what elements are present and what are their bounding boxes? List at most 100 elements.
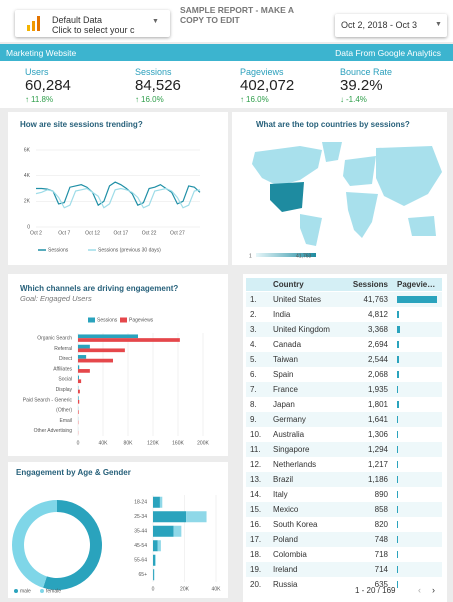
table-row[interactable]: 9. Germany 1,641 [246, 412, 442, 427]
scorecard-label: Pageviews [240, 67, 284, 77]
bar [78, 358, 113, 363]
sessions: 718 [374, 550, 388, 559]
table-row[interactable]: 4. Canada 2,694 [246, 337, 442, 352]
legend-label: male [20, 588, 31, 594]
pageviews-bar [397, 521, 398, 528]
sessions: 1,641 [367, 415, 388, 424]
bar [78, 396, 79, 400]
bar [78, 334, 138, 339]
table-row[interactable]: 18. Colombia 718 [246, 547, 442, 562]
pageviews-bar [397, 581, 398, 588]
category-label: Display [56, 387, 73, 393]
legend-swatch [40, 589, 44, 593]
table-row[interactable]: 11. Singapore 1,294 [246, 442, 442, 457]
prev-page[interactable]: ‹ [418, 585, 421, 595]
bar [78, 348, 125, 353]
x-tick-label: Oct 17 [113, 230, 128, 236]
country: India [273, 310, 291, 319]
table-row[interactable]: 12. Netherlands 1,217 [246, 457, 442, 472]
rank: 9. [250, 415, 257, 424]
table-row[interactable]: 10. Australia 1,306 [246, 427, 442, 442]
banner: Marketing Website Data From Google Analy… [0, 44, 453, 61]
y-tick-label: 0 [27, 224, 30, 230]
chart-title: How are site sessions trending? [20, 120, 143, 129]
scorecard-change: -1.4% [340, 95, 367, 104]
category-label: Other Advertising [34, 428, 73, 434]
x-tick-label: Oct 22 [142, 230, 157, 236]
table-row[interactable]: 8. Japan 1,801 [246, 397, 442, 412]
rank: 18. [250, 550, 262, 559]
date-range-picker[interactable]: Oct 2, 2018 - Oct 3 ▼ [335, 14, 447, 37]
table-row[interactable]: 2. India 4,812 [246, 307, 442, 322]
country: Australia [273, 430, 305, 439]
table-row[interactable]: 1. United States 41,763 [246, 292, 442, 307]
bar [78, 375, 79, 380]
bar [153, 496, 160, 508]
table-row[interactable]: 17. Poland 748 [246, 532, 442, 547]
category-label: Social [58, 377, 72, 383]
line-series [36, 181, 201, 207]
pageviews-bar [397, 551, 398, 558]
country: Netherlands [273, 460, 317, 469]
category-label: Email [59, 418, 72, 424]
x-tick-label: Oct 12 [85, 230, 100, 236]
bar [153, 525, 174, 537]
scorecard-change: 16.0% [240, 95, 269, 104]
sessions: 714 [374, 565, 388, 574]
column-header[interactable]: Country [273, 280, 304, 289]
table-row[interactable]: 14. Italy 890 [246, 487, 442, 502]
y-tick-label: 4K [24, 173, 31, 179]
scorecard-value: 402,072 [240, 77, 295, 94]
category-label: (Other) [56, 408, 72, 414]
table-row[interactable]: 20. Russia 635 [246, 577, 442, 592]
rank: 20. [250, 580, 262, 589]
sessions: 1,935 [367, 385, 388, 394]
sessions: 890 [374, 490, 388, 499]
next-page[interactable]: › [432, 585, 435, 595]
country: France [273, 385, 298, 394]
rank: 12. [250, 460, 262, 469]
bar [78, 365, 80, 370]
x-tick-label: 120K [147, 440, 159, 446]
category-label: 35-44 [134, 529, 147, 535]
pageviews-bar [397, 461, 399, 468]
table-row[interactable]: 16. South Korea 820 [246, 517, 442, 532]
rank: 11. [250, 445, 261, 454]
scorecard-value: 84,526 [135, 77, 181, 94]
sessions: 41,763 [363, 295, 388, 304]
table-row[interactable]: 6. Spain 2,068 [246, 367, 442, 382]
banner-right: Data From Google Analytics [335, 48, 441, 58]
rank: 3. [250, 325, 257, 334]
scorecard-change: 16.0% [135, 95, 164, 104]
age-gender-panel [8, 462, 228, 598]
bar [155, 554, 156, 566]
table-row[interactable]: 7. France 1,935 [246, 382, 442, 397]
data-source-dropdown[interactable]: Default Data Click to select your c ▼ [15, 10, 170, 37]
bar [186, 511, 207, 523]
country: Colombia [273, 550, 307, 559]
bar [153, 511, 187, 523]
scorecard-label: Bounce Rate [340, 67, 393, 77]
table-row[interactable]: 5. Taiwan 2,544 [246, 352, 442, 367]
bar [78, 410, 79, 414]
country: Spain [273, 370, 294, 379]
chart-subtitle: Goal: Engaged Users [20, 294, 92, 303]
sessions: 635 [374, 580, 388, 589]
legend-label: female [46, 588, 61, 594]
pageviews-bar [397, 491, 398, 498]
table-row[interactable]: 3. United Kingdom 3,368 [246, 322, 442, 337]
table-header: Country Sessions Pageviews [246, 278, 442, 291]
table-row[interactable]: 13. Brazil 1,186 [246, 472, 442, 487]
category-label: Affiliates [53, 366, 72, 372]
rank: 14. [250, 490, 262, 499]
sessions: 2,694 [367, 340, 388, 349]
table-row[interactable]: 15. Mexico 858 [246, 502, 442, 517]
column-header[interactable]: Sessions [352, 280, 388, 289]
pageviews-bar [397, 341, 400, 348]
sessions: 1,294 [367, 445, 388, 454]
chart-title: Which channels are driving engagement? [20, 284, 178, 293]
legend-swatch [14, 589, 18, 593]
table-row[interactable]: 19. Ireland 714 [246, 562, 442, 577]
bar [153, 554, 156, 566]
